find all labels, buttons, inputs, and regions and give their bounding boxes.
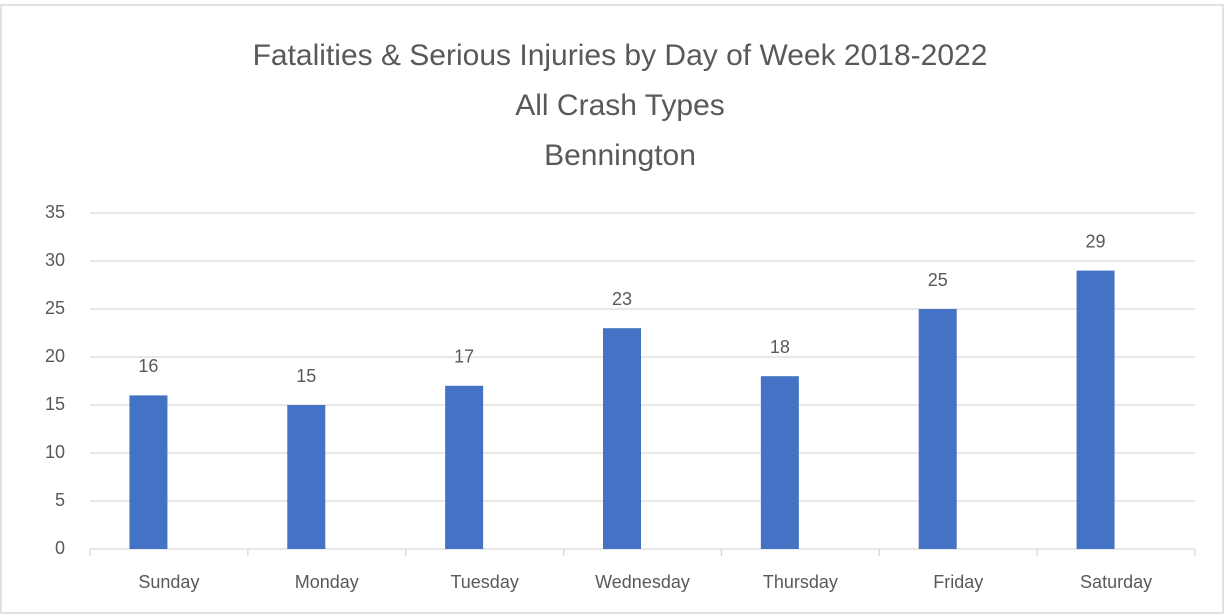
x-tick-label: Tuesday (450, 572, 518, 592)
bar (603, 328, 641, 549)
data-label: 17 (454, 347, 474, 367)
data-label: 15 (296, 366, 316, 386)
y-tick-label: 15 (45, 394, 65, 414)
x-tick-label: Wednesday (595, 572, 690, 592)
chart-subtitle: All Crash Types (515, 89, 725, 122)
y-tick-label: 35 (45, 202, 65, 222)
y-tick-label: 0 (55, 538, 65, 558)
bar (445, 385, 484, 549)
y-tick-label: 10 (45, 442, 65, 462)
x-tick-label: Sunday (138, 572, 199, 592)
bar (287, 405, 326, 549)
y-tick-label: 25 (45, 298, 65, 318)
bar (918, 309, 957, 549)
data-label: 18 (770, 337, 790, 357)
bar (760, 376, 799, 549)
y-tick-label: 20 (45, 346, 65, 366)
y-tick-label: 5 (55, 490, 65, 510)
data-label: 16 (138, 356, 158, 376)
x-tick-label: Friday (933, 572, 983, 592)
x-tick-label: Thursday (763, 572, 838, 592)
bar (129, 395, 168, 549)
data-label: 23 (612, 289, 632, 309)
x-tick-label: Monday (295, 572, 359, 592)
bar (1076, 270, 1115, 549)
data-label: 25 (928, 270, 948, 290)
chart-subtitle: Bennington (544, 139, 696, 172)
data-label: 29 (1086, 231, 1106, 251)
chart-title: Fatalities & Serious Injuries by Day of … (253, 39, 988, 72)
y-tick-label: 30 (45, 250, 65, 270)
x-tick-label: Saturday (1080, 572, 1152, 592)
